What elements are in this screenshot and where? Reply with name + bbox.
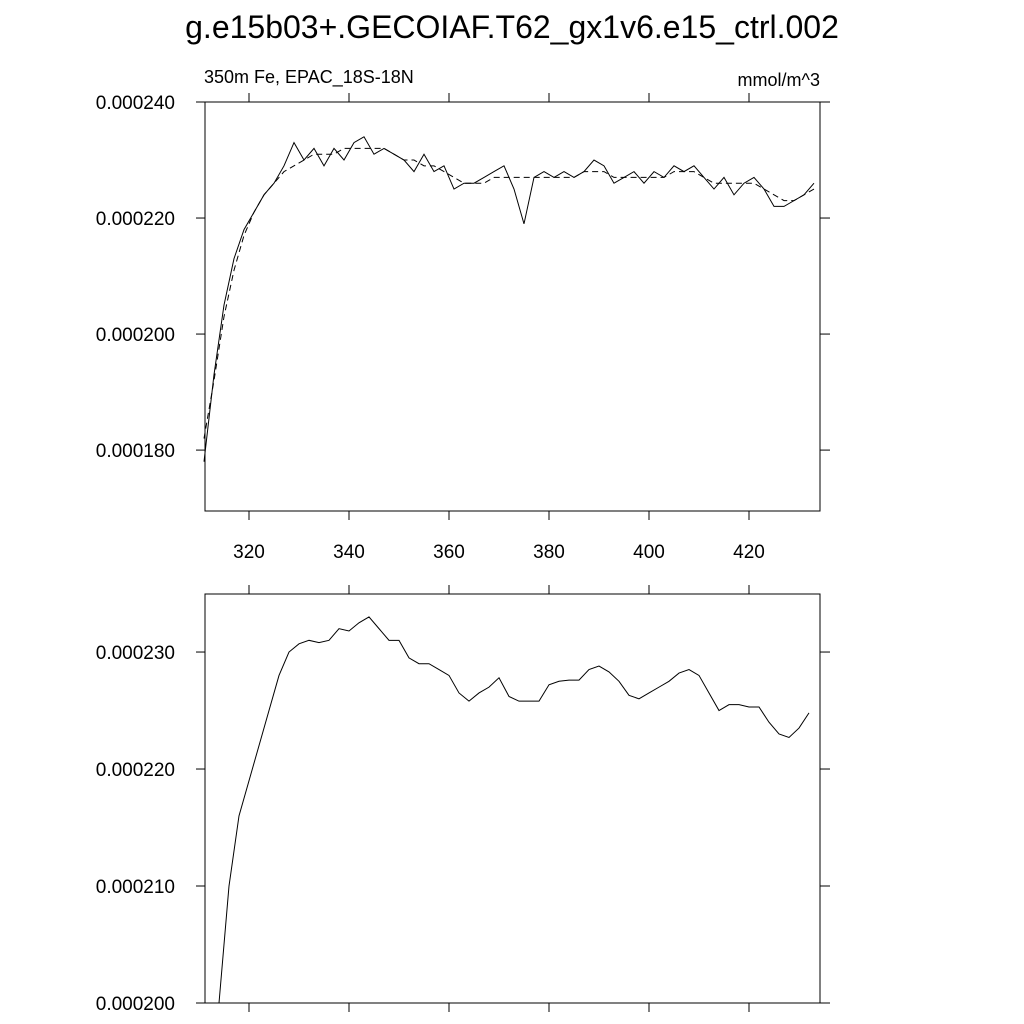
x-tick-label: 400 (633, 542, 665, 563)
data-line (203, 136, 815, 462)
y-tick-label: 0.000210 (96, 877, 175, 898)
y-tick-label: 0.000230 (96, 643, 175, 664)
x-tick-label: 420 (733, 542, 765, 563)
chart-subtitle: 350m Fe, EPAC_18S-18N (204, 67, 414, 88)
data-line (203, 147, 815, 439)
y-tick-label: 0.000200 (96, 325, 175, 346)
x-tick-label: 340 (333, 542, 365, 563)
units-label: mmol/m^3 (738, 70, 820, 90)
x-tick-label: 320 (233, 542, 265, 563)
y-tick-label: 0.000220 (96, 209, 175, 230)
y-tick-label: 0.000240 (96, 93, 175, 114)
y-tick-label: 0.000220 (96, 760, 175, 781)
x-tick-label: 360 (433, 542, 465, 563)
chart-title: g.e15b03+.GECOIAF.T62_gx1v6.e15_ctrl.002 (185, 9, 839, 45)
x-tick-label: 380 (533, 542, 565, 563)
plot-frame (204, 101, 821, 512)
plot-frame (204, 593, 821, 1004)
y-tick-label: 0.000200 (96, 994, 175, 1015)
y-tick-label: 0.000180 (96, 441, 175, 462)
data-line (218, 616, 810, 1004)
